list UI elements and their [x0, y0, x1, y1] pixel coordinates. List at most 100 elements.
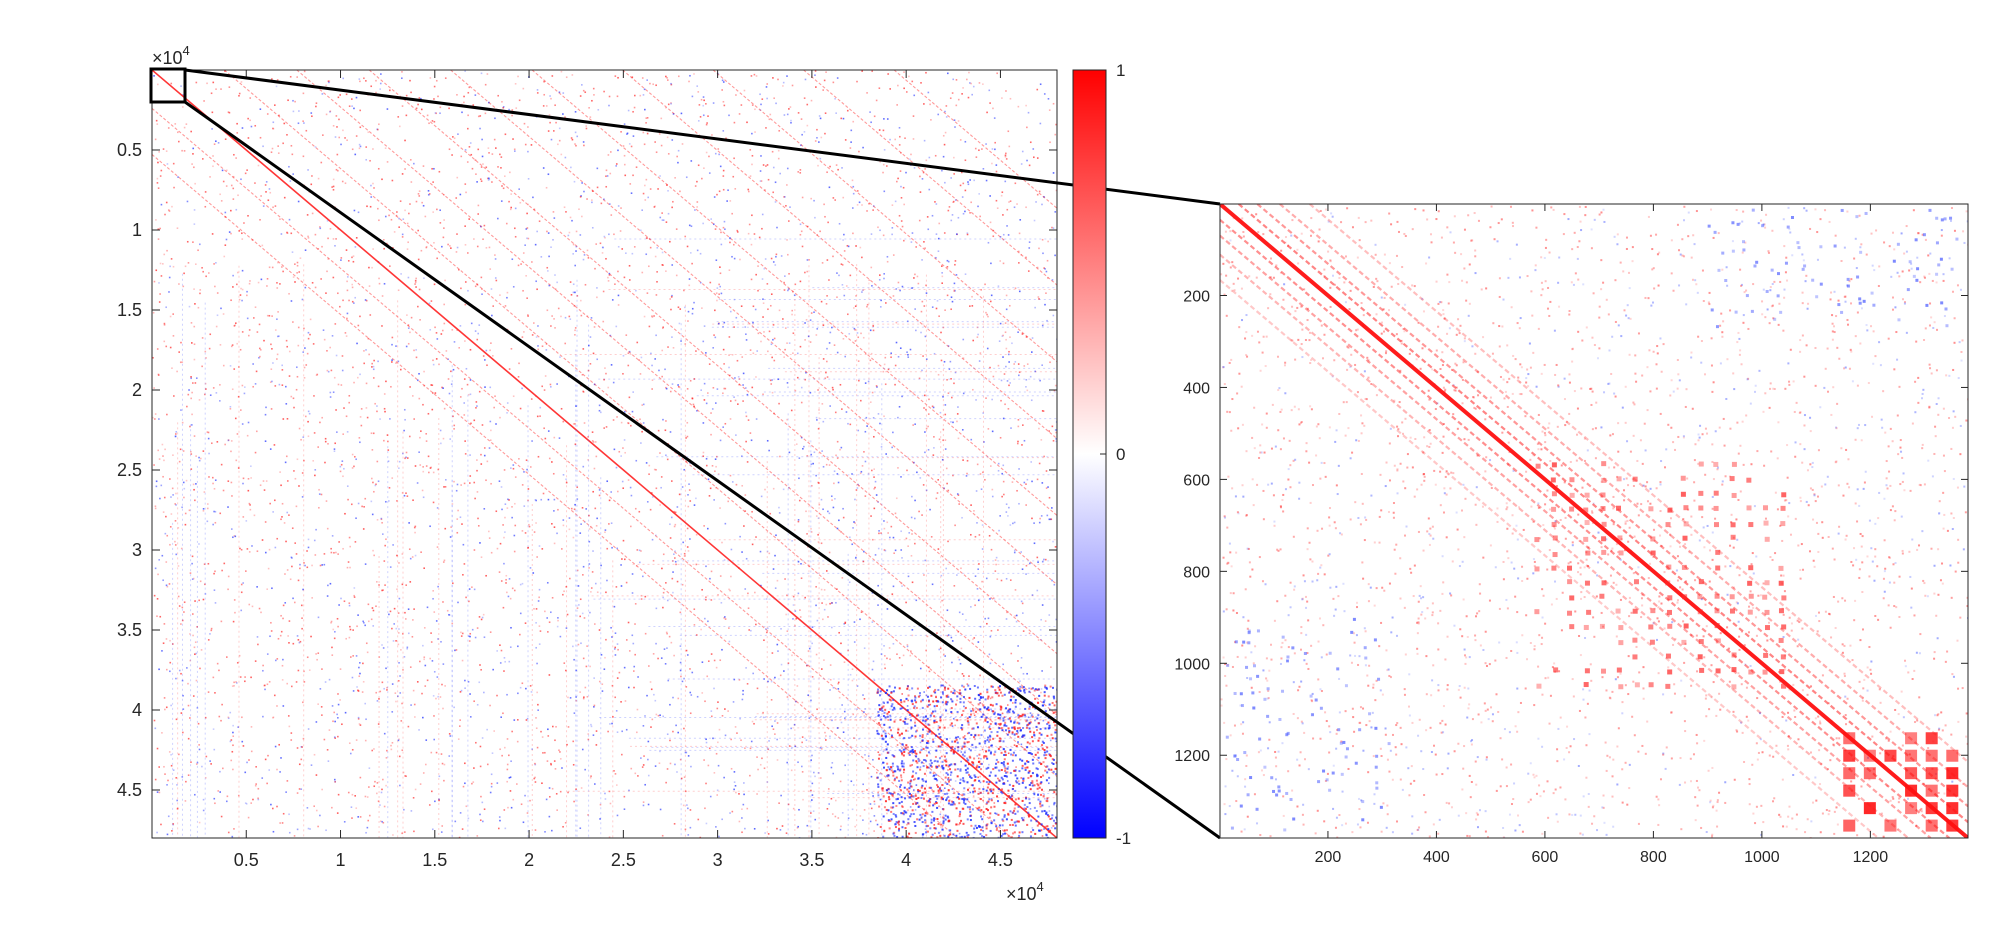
main-speckle — [264, 521, 267, 523]
main-speckle — [373, 490, 375, 493]
main-speckle — [591, 190, 594, 192]
main-speckle — [518, 188, 520, 190]
main-speckle — [867, 767, 869, 769]
main-speckle — [576, 607, 579, 609]
main-speckle — [550, 325, 552, 327]
main-speckle — [255, 370, 258, 373]
main-speckle — [574, 131, 577, 134]
main-speckle — [330, 369, 333, 372]
main-speckle — [373, 187, 375, 189]
main-speckle — [860, 332, 862, 335]
main-speckle — [997, 285, 1000, 287]
main-speckle — [753, 827, 756, 830]
main-speckle — [156, 598, 159, 600]
main-speckle — [944, 413, 947, 416]
main-speckle — [666, 79, 669, 81]
main-speckle — [826, 807, 829, 810]
main-speckle — [975, 490, 978, 492]
main-speckle — [911, 287, 914, 289]
main-speckle — [524, 143, 527, 146]
main-speckle — [428, 302, 431, 305]
main-speckle — [882, 129, 885, 132]
main-speckle — [683, 776, 686, 778]
main-speckle — [375, 605, 377, 608]
main-speckle — [166, 585, 169, 588]
main-speckle — [480, 180, 483, 182]
main-speckle — [481, 616, 484, 619]
main-speckle — [325, 829, 327, 832]
main-speckle — [980, 488, 983, 491]
main-speckle — [1031, 480, 1033, 483]
main-speckle — [669, 240, 671, 243]
main-speckle — [314, 286, 317, 289]
main-speckle — [1025, 483, 1027, 485]
main-speckle — [353, 209, 356, 212]
main-speckle — [807, 694, 810, 696]
main-speckle — [477, 204, 480, 207]
main-speckle — [580, 299, 582, 302]
main-speckle — [154, 138, 157, 141]
main-speckle — [894, 383, 896, 386]
main-speckle — [382, 821, 385, 824]
main-speckle — [419, 319, 421, 321]
main-speckle — [616, 677, 619, 679]
main-speckle — [343, 467, 345, 470]
main-speckle — [581, 507, 584, 509]
main-speckle — [670, 516, 673, 519]
main-speckle — [817, 533, 819, 536]
main-speckle — [192, 153, 194, 155]
main-speckle — [823, 608, 826, 611]
main-speckle — [527, 547, 529, 549]
main-speckle — [336, 153, 339, 156]
main-speckle — [724, 734, 727, 737]
main-speckle — [419, 436, 421, 439]
main-speckle — [710, 599, 713, 601]
main-speckle — [659, 175, 661, 177]
main-speckle — [703, 759, 705, 761]
main-speckle — [449, 536, 452, 538]
main-speckle — [409, 557, 412, 560]
main-speckle — [860, 399, 862, 402]
main-speckle — [676, 580, 679, 583]
main-speckle — [945, 467, 948, 470]
main-speckle — [864, 495, 867, 497]
main-speckle — [867, 472, 870, 475]
main-speckle — [169, 543, 171, 546]
main-speckle — [407, 327, 410, 329]
main-speckle — [934, 154, 937, 157]
main-speckle — [687, 834, 690, 836]
main-speckle — [207, 562, 210, 565]
main-speckle — [526, 468, 528, 471]
main-speckle — [508, 368, 511, 370]
main-speckle — [751, 386, 754, 389]
main-speckle — [299, 257, 302, 259]
main-speckle — [683, 468, 686, 471]
main-speckle — [538, 625, 541, 627]
main-speckle — [208, 347, 211, 350]
main-speckle — [441, 683, 443, 686]
main-speckle — [610, 214, 613, 216]
main-speckle — [905, 91, 908, 93]
main-speckle — [695, 634, 698, 636]
main-speckle — [276, 287, 279, 289]
main-speckle — [506, 296, 508, 299]
main-speckle — [1051, 279, 1054, 281]
main-speckle — [723, 104, 726, 107]
main-speckle — [1050, 827, 1053, 829]
main-speckle — [527, 203, 530, 206]
main-speckle — [819, 117, 822, 120]
main-speckle — [671, 577, 674, 580]
main-speckle — [262, 205, 265, 207]
main-speckle — [1012, 687, 1014, 690]
main-speckle — [292, 173, 294, 175]
main-speckle — [477, 517, 479, 520]
main-speckle — [213, 572, 215, 575]
main-speckle — [899, 170, 902, 172]
main-speckle — [290, 232, 293, 235]
main-speckle — [722, 226, 725, 229]
main-speckle — [902, 720, 905, 723]
main-speckle — [178, 351, 180, 353]
main-speckle — [1026, 672, 1028, 675]
main-speckle — [702, 96, 705, 98]
main-speckle — [439, 222, 442, 224]
